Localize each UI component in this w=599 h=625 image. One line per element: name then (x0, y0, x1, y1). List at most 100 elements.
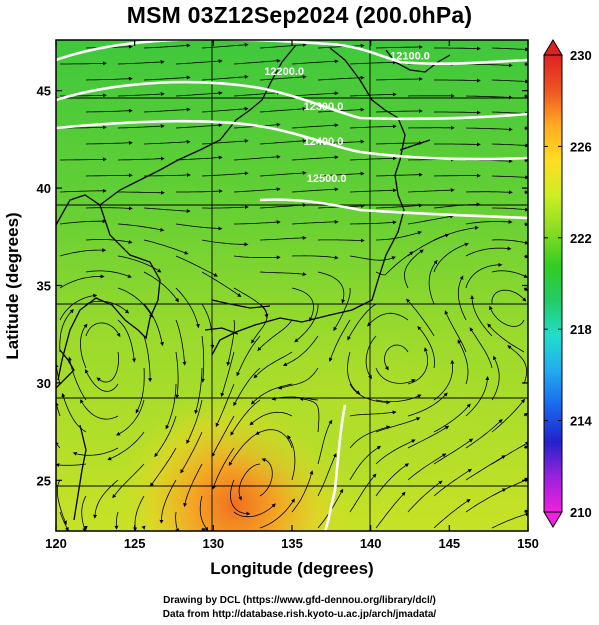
map-title: MSM 03Z12Sep2024 (200.0hPa) (126, 2, 473, 28)
y-tick-label: 30 (37, 376, 51, 391)
streamline (143, 207, 191, 214)
streamline (250, 303, 268, 344)
x-tick-label: 125 (124, 536, 146, 551)
streamline (375, 439, 416, 465)
colorbar-tick-label: 222 (570, 231, 592, 246)
streamline (491, 79, 528, 84)
credit-drawing: Drawing by DCL (https://www.gfd-dennou.o… (163, 595, 436, 606)
streamline (201, 171, 249, 177)
x-tick-label: 145 (438, 536, 460, 551)
streamline (233, 503, 276, 518)
x-tick-label: 150 (517, 536, 539, 551)
streamline (375, 140, 423, 145)
streamline (201, 239, 249, 247)
streamline (375, 109, 423, 113)
streamline (230, 399, 261, 436)
streamline (201, 42, 249, 49)
streamlines (56, 42, 528, 531)
streamline (434, 142, 481, 147)
streamline (375, 230, 422, 241)
streamline (144, 172, 191, 177)
streamline (85, 239, 133, 244)
colorbar-tick-label: 214 (570, 414, 592, 429)
streamline (349, 156, 397, 161)
streamline (112, 463, 145, 499)
streamline (165, 383, 177, 430)
streamline (85, 270, 132, 278)
streamline (85, 140, 133, 145)
streamline (175, 287, 200, 329)
streamline (492, 207, 528, 212)
streamline (491, 398, 525, 433)
colorbar-max-arrow (543, 39, 563, 56)
streamline (180, 431, 203, 474)
streamline (299, 397, 320, 433)
streamline (56, 401, 61, 417)
streamline (349, 255, 396, 261)
streamline (287, 435, 296, 481)
streamline (220, 351, 235, 397)
streamline (365, 335, 377, 380)
streamline (194, 367, 203, 415)
streamline (291, 255, 339, 260)
x-tick-label: 130 (202, 536, 224, 551)
streamline (212, 447, 235, 490)
streamline (507, 345, 528, 385)
streamline (59, 511, 69, 531)
streamline (291, 59, 339, 65)
colorbar-tick-label: 210 (570, 505, 592, 520)
streamline (349, 473, 377, 513)
streamline (60, 157, 107, 162)
streamline (175, 255, 218, 277)
streamline (96, 351, 119, 383)
streamline (491, 355, 500, 401)
streamline (384, 344, 409, 371)
streamline (347, 303, 377, 341)
streamline (349, 92, 397, 97)
streamline (349, 124, 397, 129)
colorbar-tick-label: 218 (570, 322, 592, 337)
streamline (433, 498, 471, 529)
streamline (250, 383, 293, 405)
streamline (81, 495, 87, 531)
streamline (317, 271, 346, 304)
streamline (59, 274, 105, 289)
streamline (259, 458, 273, 497)
streamline (375, 367, 416, 384)
contour-label: 12400.0 (304, 136, 344, 148)
contour-label: 12300.0 (304, 101, 344, 113)
streamline (67, 356, 87, 401)
streamline (85, 108, 133, 113)
streamline (291, 287, 315, 322)
streamline (375, 394, 422, 402)
streamline (407, 425, 450, 449)
streamline (291, 470, 314, 513)
streamline (403, 249, 424, 289)
warm-region (200, 330, 500, 510)
streamline (85, 322, 121, 338)
streamline (465, 219, 513, 225)
streamline (465, 95, 513, 100)
streamline (186, 399, 203, 445)
streamline (523, 254, 528, 259)
streamline (523, 445, 528, 450)
streamline (85, 300, 130, 314)
streamline (465, 262, 503, 289)
streamline (259, 106, 307, 113)
streamline (434, 110, 481, 115)
y-tick-label: 45 (37, 84, 51, 99)
streamline (523, 287, 528, 291)
streamline (60, 61, 107, 66)
streamline (233, 187, 281, 193)
streamline (417, 325, 435, 369)
streamline (183, 463, 203, 508)
streamline (375, 45, 423, 49)
streamline (117, 156, 165, 161)
streamline (85, 76, 133, 81)
streamline (159, 479, 177, 524)
colorbar-scale (543, 54, 563, 513)
contour-line (56, 40, 528, 66)
streamline (487, 323, 525, 353)
streamline (93, 479, 119, 519)
streamline (143, 75, 191, 81)
